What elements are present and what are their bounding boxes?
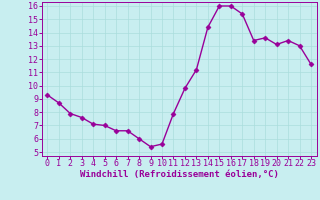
- X-axis label: Windchill (Refroidissement éolien,°C): Windchill (Refroidissement éolien,°C): [80, 170, 279, 179]
